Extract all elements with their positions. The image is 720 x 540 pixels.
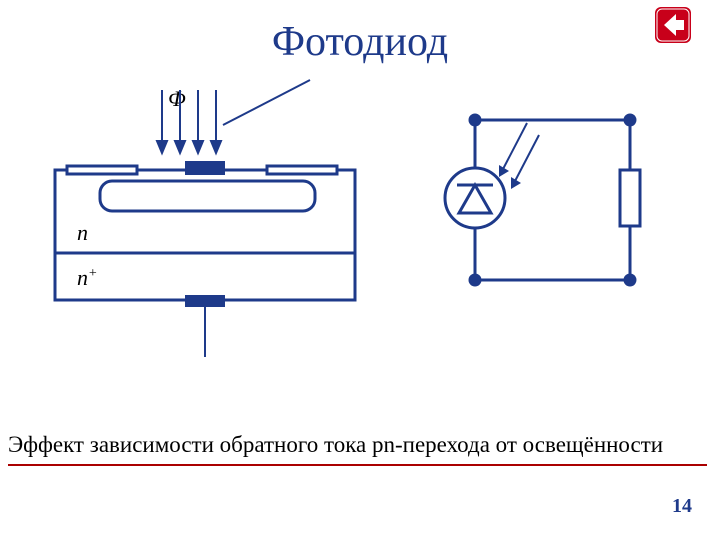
caption-text: Эффект зависимости обратного тока pn-пер… (0, 432, 720, 458)
page-title: Фотодиод (0, 0, 720, 66)
layer-nplus-label: n (77, 265, 88, 290)
circuit-diagram (445, 115, 640, 285)
cross-section-diagram: n n+ (55, 80, 355, 357)
layer-n-label: n (77, 220, 88, 245)
caption-underline (8, 464, 707, 466)
diagram-container: n n+ (45, 75, 685, 365)
page-number: 14 (672, 495, 692, 518)
back-arrow-icon (654, 6, 692, 44)
back-button[interactable] (654, 6, 692, 44)
